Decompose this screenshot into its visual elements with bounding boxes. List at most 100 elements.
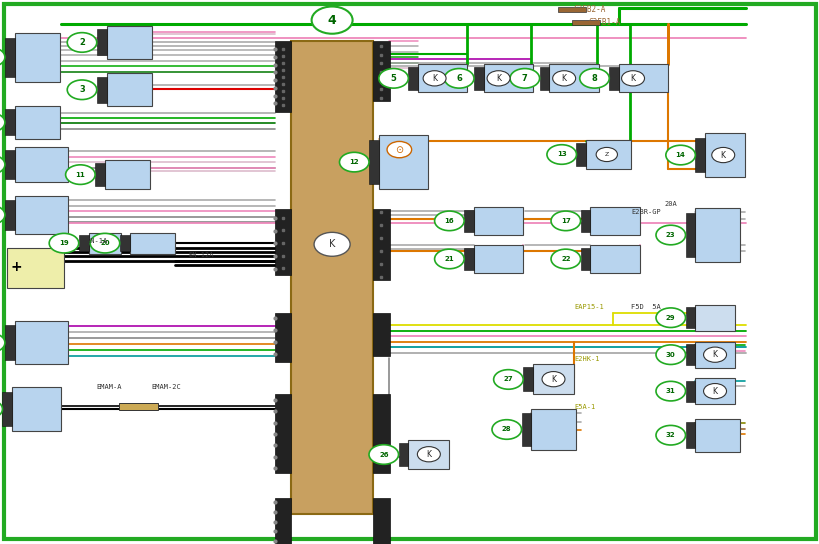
Circle shape	[655, 225, 685, 245]
Bar	[373, 209, 389, 280]
Bar	[532, 364, 573, 394]
Text: 12: 12	[349, 159, 359, 165]
Circle shape	[550, 211, 580, 231]
Text: K: K	[561, 74, 566, 83]
Text: 26: 26	[378, 452, 388, 458]
Circle shape	[621, 71, 644, 86]
Circle shape	[550, 249, 580, 269]
Text: C3FB2-A: C3FB2-A	[573, 5, 605, 14]
Text: 20A: 20A	[663, 201, 676, 207]
Bar	[106, 26, 152, 59]
Text: K: K	[712, 387, 717, 395]
Circle shape	[546, 145, 576, 164]
Text: K: K	[712, 350, 717, 359]
Circle shape	[49, 233, 79, 253]
Text: 14: 14	[675, 152, 685, 158]
Text: 20: 20	[100, 240, 110, 246]
Circle shape	[655, 425, 685, 445]
Circle shape	[665, 145, 695, 165]
Circle shape	[491, 420, 521, 440]
Text: 16: 16	[444, 218, 454, 224]
Text: K: K	[630, 74, 635, 83]
Bar	[95, 163, 105, 186]
Bar	[15, 196, 68, 234]
Text: EAP15-1: EAP15-1	[573, 304, 603, 311]
Circle shape	[339, 152, 369, 172]
Circle shape	[67, 80, 97, 100]
Bar	[576, 143, 586, 166]
Bar	[274, 209, 291, 275]
Text: F5D  5A: F5D 5A	[631, 304, 660, 311]
Text: 11: 11	[75, 171, 85, 178]
Text: E5A-1: E5A-1	[573, 404, 595, 410]
Bar	[685, 344, 695, 365]
Bar	[79, 235, 88, 251]
Bar	[5, 151, 15, 179]
Bar	[291, 41, 373, 514]
Circle shape	[552, 71, 575, 86]
Text: 2: 2	[79, 38, 85, 47]
Text: E2BR-GP: E2BR-GP	[631, 209, 660, 215]
Circle shape	[434, 211, 464, 231]
Bar	[473, 67, 483, 90]
Bar	[695, 138, 704, 172]
Bar	[15, 33, 60, 82]
Text: K: K	[550, 375, 555, 384]
Circle shape	[703, 347, 726, 362]
Bar	[106, 73, 152, 106]
Circle shape	[0, 333, 5, 353]
Text: K: K	[720, 151, 725, 159]
Circle shape	[90, 233, 120, 253]
Bar	[274, 41, 291, 112]
Text: E2HK-1: E2HK-1	[573, 356, 599, 362]
Bar	[685, 381, 695, 401]
Text: 30: 30	[665, 351, 675, 358]
Bar	[5, 38, 15, 77]
Circle shape	[378, 69, 408, 88]
Bar	[15, 321, 68, 364]
Bar	[590, 245, 639, 273]
Circle shape	[434, 249, 464, 269]
Bar	[408, 67, 418, 90]
Bar	[521, 413, 531, 446]
Bar	[695, 342, 734, 368]
Text: 7: 7	[521, 74, 527, 83]
Bar	[473, 245, 523, 273]
Bar	[5, 109, 15, 135]
Text: C3FB1-A: C3FB1-A	[588, 18, 620, 27]
Bar	[378, 135, 428, 189]
Circle shape	[655, 308, 685, 327]
Bar	[5, 325, 15, 360]
Bar	[531, 409, 576, 450]
Circle shape	[655, 381, 685, 401]
Text: 13: 13	[556, 151, 566, 158]
Text: 31: 31	[665, 388, 675, 394]
Bar	[549, 64, 598, 92]
Text: 17: 17	[560, 218, 570, 224]
Text: 28: 28	[501, 426, 511, 432]
Bar	[274, 313, 291, 362]
Bar	[15, 106, 60, 139]
Text: 23: 23	[665, 232, 675, 238]
Circle shape	[541, 372, 564, 387]
Bar	[2, 392, 12, 426]
Circle shape	[369, 445, 398, 465]
Bar	[586, 140, 631, 169]
Text: K: K	[426, 450, 431, 459]
Bar	[97, 29, 106, 55]
Bar	[557, 7, 586, 12]
Circle shape	[67, 33, 97, 52]
Bar	[464, 248, 473, 270]
Bar	[120, 235, 129, 251]
Bar	[369, 140, 378, 184]
Bar	[685, 307, 695, 328]
Text: 3: 3	[79, 85, 85, 94]
Bar	[408, 440, 449, 469]
Circle shape	[444, 69, 473, 88]
Bar	[539, 67, 549, 90]
Circle shape	[0, 205, 5, 225]
Circle shape	[0, 47, 5, 67]
Text: EN-12A: EN-12A	[188, 251, 214, 258]
Bar	[685, 422, 695, 448]
Bar	[464, 209, 473, 232]
